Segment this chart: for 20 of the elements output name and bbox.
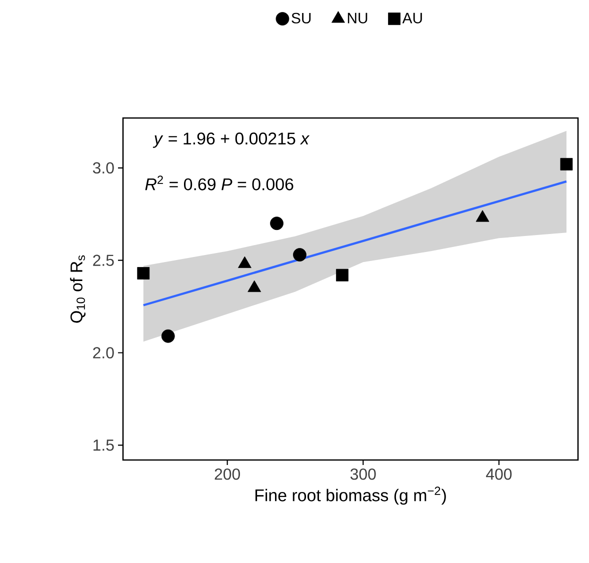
point (270, 216, 284, 230)
annotation: R$^{2}$ = 0.69 P = 0.006 (145, 176, 294, 190)
y-tick-label: 2.5 (93, 254, 114, 266)
legend-label: SU (292, 12, 311, 24)
legend-label: AU (402, 12, 422, 24)
x-tick-label: 200 (214, 468, 240, 480)
point (293, 248, 306, 262)
point (560, 158, 573, 170)
y-tick-label: 3.0 (92, 162, 114, 174)
point (137, 267, 150, 280)
y-tick-label: 2.0 (93, 347, 114, 358)
x-axis-title: Fine root biomass (g m$^{−2}$) (255, 486, 446, 505)
y-tick-label: 1.5 (94, 440, 114, 451)
x-tick-label: 300 (350, 468, 376, 480)
x-tick-label: 400 (486, 468, 512, 480)
y-axis-title: Q$_{10}$ of R$_{s}$ (70, 255, 86, 323)
legend-label: NU (348, 12, 368, 24)
point (336, 268, 348, 282)
annotation: y = 1.96 + 0.00215 x (152, 132, 310, 148)
point (161, 329, 175, 343)
